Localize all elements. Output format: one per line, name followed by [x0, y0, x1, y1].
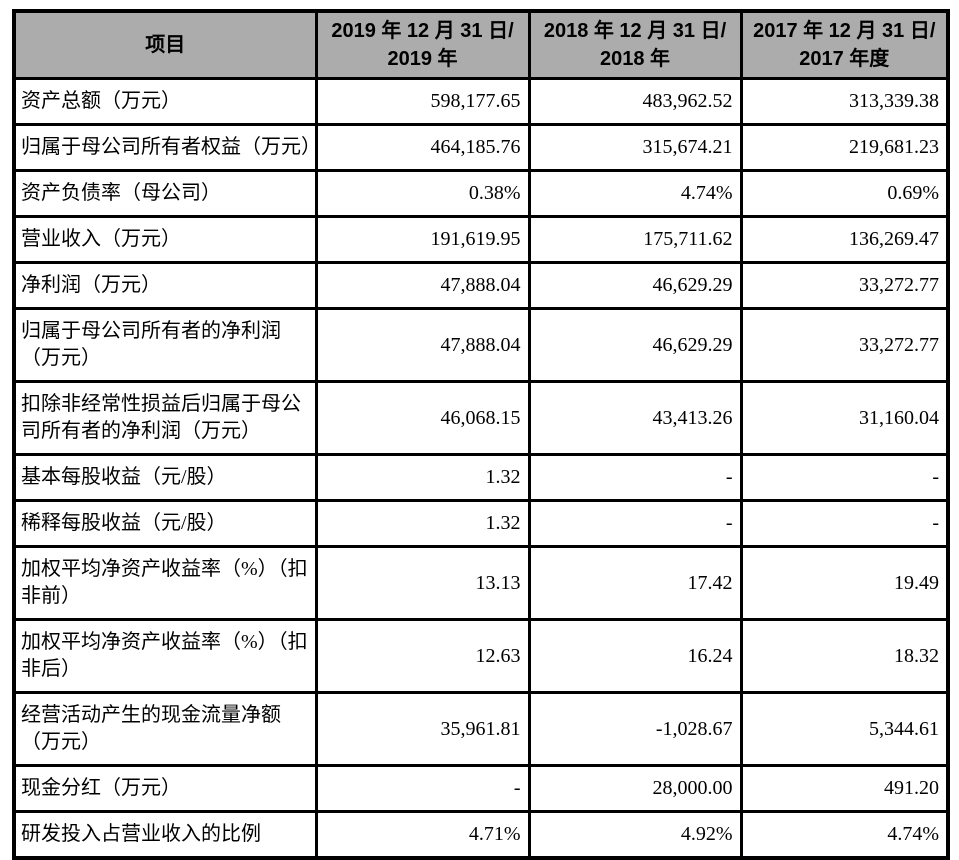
row-label: 稀释每股收益（元/股）: [12, 499, 318, 548]
row-label: 资产负债率（母公司）: [12, 169, 318, 218]
value-2017: 219,681.23: [739, 123, 950, 172]
value-2019: 1.32: [314, 453, 531, 502]
table-row: 营业收入（万元） 191,619.95 175,711.62 136,269.4…: [12, 215, 950, 264]
table-row: 基本每股收益（元/股） 1.32 - -: [12, 453, 950, 502]
table-row: 资产负债率（母公司） 0.38% 4.74% 0.69%: [12, 169, 950, 218]
table-row: 资产总额（万元） 598,177.65 483,962.52 313,339.3…: [12, 77, 950, 126]
value-2019: 464,185.76: [314, 123, 531, 172]
table-header-row: 项目 2019 年 12 月 31 日/ 2019 年 2018 年 12 月 …: [12, 9, 950, 80]
value-2017: 5,344.61: [739, 691, 950, 767]
value-2017: 313,339.38: [739, 77, 950, 126]
value-2018: 16.24: [527, 618, 743, 694]
row-label: 基本每股收益（元/股）: [12, 453, 318, 502]
value-2018: 4.74%: [527, 169, 743, 218]
header-2019-line2: 2019 年: [387, 48, 458, 70]
header-column-2017: 2017 年 12 月 31 日/ 2017 年度: [739, 9, 950, 80]
row-label: 经营活动产生的现金流量净额（万元）: [12, 691, 318, 767]
value-2018: 46,629.29: [527, 307, 743, 383]
table-row: 稀释每股收益（元/股） 1.32 - -: [12, 499, 950, 548]
value-2018: 46,629.29: [527, 261, 743, 310]
value-2019: 13.13: [314, 545, 531, 621]
header-2019-line1: 2019 年 12 月 31 日/: [331, 20, 514, 42]
value-2018: 28,000.00: [527, 764, 743, 813]
value-2017: -: [739, 453, 950, 502]
value-2017: 19.49: [739, 545, 950, 621]
value-2019: 47,888.04: [314, 261, 531, 310]
value-2019: 598,177.65: [314, 77, 531, 126]
table-row: 净利润（万元） 47,888.04 46,629.29 33,272.77: [12, 261, 950, 310]
header-column-2018: 2018 年 12 月 31 日/ 2018 年: [527, 9, 743, 80]
table-row: 加权平均净资产收益率（%）（扣非后） 12.63 16.24 18.32: [12, 618, 950, 694]
value-2018: 175,711.62: [527, 215, 743, 264]
table-row: 归属于母公司所有者权益（万元） 464,185.76 315,674.21 21…: [12, 123, 950, 172]
value-2017: 33,272.77: [739, 307, 950, 383]
table-row: 现金分红（万元） - 28,000.00 491.20: [12, 764, 950, 813]
row-label: 营业收入（万元）: [12, 215, 318, 264]
value-2018: 43,413.26: [527, 380, 743, 456]
table-row: 经营活动产生的现金流量净额（万元） 35,961.81 -1,028.67 5,…: [12, 691, 950, 767]
row-label: 加权平均净资产收益率（%）（扣非前）: [12, 545, 318, 621]
value-2018: -1,028.67: [527, 691, 743, 767]
table-row: 扣除非经常性损益后归属于母公司所有者的净利润（万元） 46,068.15 43,…: [12, 380, 950, 456]
row-label: 资产总额（万元）: [12, 77, 318, 126]
value-2017: 18.32: [739, 618, 950, 694]
value-2019: -: [314, 764, 531, 813]
value-2018: 315,674.21: [527, 123, 743, 172]
value-2017: 136,269.47: [739, 215, 950, 264]
value-2019: 12.63: [314, 618, 531, 694]
row-label: 加权平均净资产收益率（%）（扣非后）: [12, 618, 318, 694]
value-2019: 47,888.04: [314, 307, 531, 383]
header-2018-line1: 2018 年 12 月 31 日/: [543, 20, 727, 42]
header-2017-line2: 2017 年度: [799, 48, 890, 70]
row-label: 研发投入占营业收入的比例: [12, 810, 318, 860]
value-2017: 33,272.77: [739, 261, 950, 310]
value-2017: -: [739, 499, 950, 548]
value-2019: 46,068.15: [314, 380, 531, 456]
row-label: 归属于母公司所有者权益（万元）: [12, 123, 318, 172]
header-2018-line2: 2018 年: [599, 48, 671, 70]
value-2017: 4.74%: [739, 810, 950, 860]
row-label: 现金分红（万元）: [12, 764, 318, 813]
value-2018: 4.92%: [527, 810, 743, 860]
header-item-column: 项目: [12, 9, 318, 80]
value-2018: 483,962.52: [527, 77, 743, 126]
value-2018: -: [527, 453, 743, 502]
value-2017: 491.20: [739, 764, 950, 813]
value-2019: 4.71%: [314, 810, 531, 860]
table-row: 研发投入占营业收入的比例 4.71% 4.92% 4.74%: [12, 810, 950, 860]
value-2019: 0.38%: [314, 169, 531, 218]
financial-summary-table: 项目 2019 年 12 月 31 日/ 2019 年 2018 年 12 月 …: [12, 9, 950, 860]
value-2017: 31,160.04: [739, 380, 950, 456]
row-label: 净利润（万元）: [12, 261, 318, 310]
row-label: 扣除非经常性损益后归属于母公司所有者的净利润（万元）: [12, 380, 318, 456]
value-2018: 17.42: [527, 545, 743, 621]
value-2019: 35,961.81: [314, 691, 531, 767]
table-row: 归属于母公司所有者的净利润（万元） 47,888.04 46,629.29 33…: [12, 307, 950, 383]
header-2017-line1: 2017 年 12 月 31 日/: [753, 20, 936, 42]
table-row: 加权平均净资产收益率（%）（扣非前） 13.13 17.42 19.49: [12, 545, 950, 621]
header-item-label: 项目: [145, 34, 186, 56]
value-2017: 0.69%: [739, 169, 950, 218]
value-2019: 1.32: [314, 499, 531, 548]
row-label: 归属于母公司所有者的净利润（万元）: [12, 307, 318, 383]
header-column-2019: 2019 年 12 月 31 日/ 2019 年: [314, 9, 531, 80]
value-2018: -: [527, 499, 743, 548]
value-2019: 191,619.95: [314, 215, 531, 264]
